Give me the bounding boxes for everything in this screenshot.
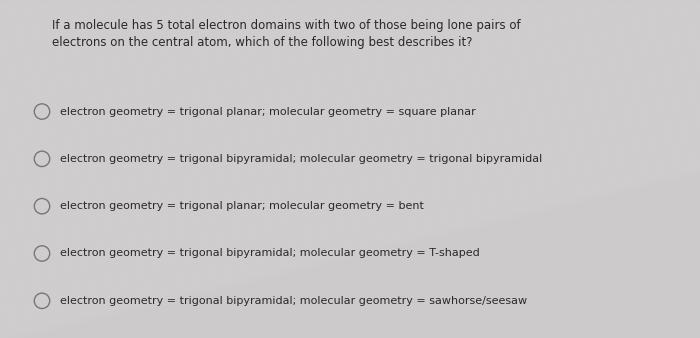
Text: electron geometry = trigonal bipyramidal; molecular geometry = T-shaped: electron geometry = trigonal bipyramidal… bbox=[60, 248, 480, 259]
Text: electron geometry = trigonal bipyramidal; molecular geometry = sawhorse/seesaw: electron geometry = trigonal bipyramidal… bbox=[60, 296, 526, 306]
Text: electron geometry = trigonal planar; molecular geometry = bent: electron geometry = trigonal planar; mol… bbox=[60, 201, 424, 211]
Text: electron geometry = trigonal planar; molecular geometry = square planar: electron geometry = trigonal planar; mol… bbox=[60, 106, 475, 117]
Text: If a molecule has 5 total electron domains with two of those being lone pairs of: If a molecule has 5 total electron domai… bbox=[52, 19, 521, 49]
Text: electron geometry = trigonal bipyramidal; molecular geometry = trigonal bipyrami: electron geometry = trigonal bipyramidal… bbox=[60, 154, 542, 164]
